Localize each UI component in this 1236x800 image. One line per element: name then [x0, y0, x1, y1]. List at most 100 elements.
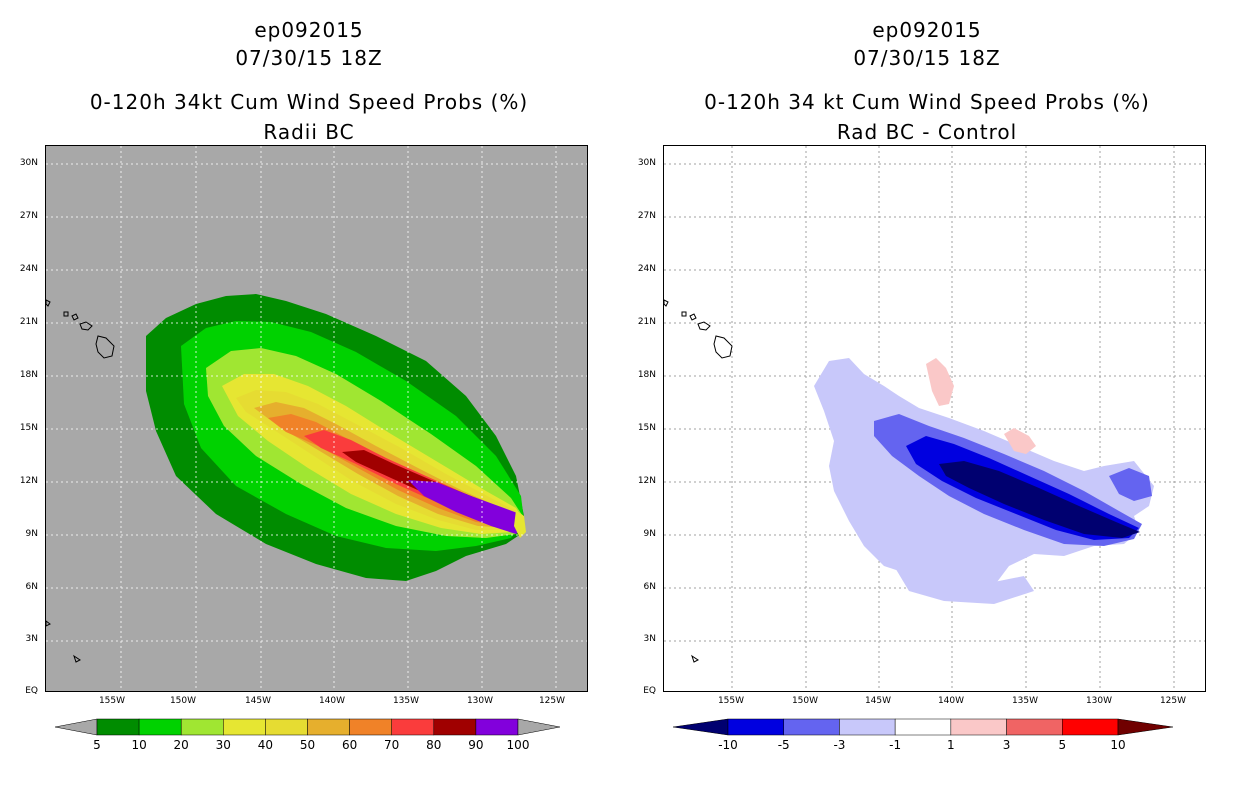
colorbar — [673, 718, 1173, 736]
lon-label: 125W — [538, 696, 566, 706]
lat-label: 18N — [637, 370, 656, 380]
lat-label: 30N — [637, 158, 656, 168]
lat-label: 3N — [643, 634, 656, 644]
colorbar-swatch — [894, 718, 952, 736]
right-panel: ep092015 07/30/15 18Z 0-120h 34 kt Cum W… — [618, 0, 1236, 800]
lat-label: 6N — [25, 582, 38, 592]
storm-id: ep092015 — [254, 18, 364, 42]
diff-contour-neg10 — [939, 461, 1140, 538]
lat-label: 3N — [25, 634, 38, 644]
hawaii-coastline — [46, 299, 115, 663]
colorbar-tick-label: 1 — [947, 738, 955, 752]
lon-label: 155W — [717, 696, 745, 706]
colorbar-tick-label: 80 — [426, 738, 442, 752]
lat-label: 12N — [19, 476, 38, 486]
lat-label: 15N — [637, 423, 656, 433]
colorbar-swatch — [96, 718, 140, 736]
prob-contour-90 — [408, 480, 524, 534]
lat-label: 9N — [643, 529, 656, 539]
map-grid — [46, 146, 587, 691]
lat-label: 6N — [643, 582, 656, 592]
colorbar-tick-label: 5 — [1058, 738, 1067, 752]
colorbar-tick-label: 70 — [384, 738, 400, 752]
lat-label: 30N — [19, 158, 38, 168]
prob-contour-100-edge — [514, 510, 526, 538]
colorbar — [55, 718, 560, 736]
colorbar-tick-label: 3 — [1002, 738, 1011, 752]
colorbar-swatch — [433, 718, 477, 736]
colorbar-swatch — [307, 718, 350, 736]
colorbar-swatch — [1062, 718, 1119, 736]
colorbar-swatch — [223, 718, 266, 736]
hawaii-coastline — [664, 299, 733, 663]
lat-label: 12N — [637, 476, 656, 486]
colorbar-swatch — [1006, 718, 1063, 736]
colorbar-tick-label: 20 — [173, 738, 189, 752]
colorbar-tick-label: 100 — [506, 738, 530, 752]
lat-label: 15N — [19, 423, 38, 433]
lon-label: 145W — [244, 696, 272, 706]
lon-label: 130W — [466, 696, 494, 706]
datetime: 07/30/15 18Z — [853, 46, 1001, 70]
lon-label: 150W — [791, 696, 819, 706]
colorbar-under-triangle — [673, 718, 729, 736]
colorbar-swatch — [349, 718, 392, 736]
probability-map — [45, 145, 588, 692]
colorbar-tick-label: 10 — [1110, 738, 1126, 752]
colorbar-tick-label: -1 — [889, 738, 902, 752]
lon-label: 145W — [864, 696, 892, 706]
colorbar-tick-label: -5 — [777, 738, 790, 752]
lat-label: EQ — [25, 686, 38, 696]
left-panel: ep092015 07/30/15 18Z 0-120h 34kt Cum Wi… — [19, 18, 588, 752]
colorbar-tick-label: 10 — [131, 738, 147, 752]
colorbar-tick-label: 30 — [215, 738, 231, 752]
colorbar-swatch — [475, 718, 519, 736]
storm-id: ep092015 — [872, 18, 982, 42]
lat-label: 27N — [637, 211, 656, 221]
colorbar-tick-label: 50 — [299, 738, 316, 752]
datetime: 07/30/15 18Z — [235, 46, 383, 70]
colorbar-tick-label: -10 — [718, 738, 738, 752]
colorbar-swatch — [839, 718, 896, 736]
colorbar-tick-label: 90 — [468, 738, 484, 752]
diff-contour-pos1-mid — [1004, 428, 1036, 454]
lon-label: 140W — [318, 696, 346, 706]
chart-title: 0-120h 34 kt Cum Wind Speed Probs (%) — [704, 90, 1150, 114]
colorbar-swatch — [265, 718, 308, 736]
lat-label: 24N — [637, 264, 656, 274]
diff-contour-pos1-north — [926, 358, 954, 406]
colorbar-swatch — [391, 718, 435, 736]
colorbar-swatch — [180, 718, 224, 736]
chart-title: 0-120h 34kt Cum Wind Speed Probs (%) — [89, 90, 529, 114]
lat-label: 27N — [19, 211, 38, 221]
diff-contour-neg1-south — [894, 566, 1034, 604]
colorbar-tick-label: 5 — [93, 738, 101, 752]
lon-label: 125W — [1159, 696, 1187, 706]
lon-label: 130W — [1085, 696, 1113, 706]
colorbar-swatch — [783, 718, 840, 736]
lon-label: 135W — [392, 696, 420, 706]
lat-label: 21N — [637, 317, 656, 327]
lon-label: 135W — [1011, 696, 1039, 706]
colorbar-tick-label: 40 — [257, 738, 274, 752]
chart-subtitle: Rad BC - Control — [836, 120, 1018, 144]
colorbar-over-triangle — [1117, 718, 1173, 736]
lat-label: 24N — [19, 264, 38, 274]
colorbar-tick-label: -3 — [833, 738, 846, 752]
chart-subtitle: Radii BC — [263, 120, 355, 144]
lat-label: EQ — [643, 686, 656, 696]
lat-label: 21N — [19, 317, 38, 327]
difference-map — [663, 145, 1206, 692]
lon-label: 150W — [169, 696, 197, 706]
colorbar-over-triangle — [517, 718, 560, 736]
colorbar-swatch — [727, 718, 784, 736]
colorbar-tick-label: 60 — [341, 738, 358, 752]
colorbar-swatch — [950, 718, 1007, 736]
lat-label: 9N — [25, 529, 38, 539]
lon-label: 140W — [937, 696, 965, 706]
lon-label: 155W — [98, 696, 126, 706]
colorbar-swatch — [138, 718, 182, 736]
diff-contour-neg3-east — [1109, 468, 1152, 501]
colorbar-under-triangle — [55, 718, 98, 736]
lat-label: 18N — [19, 370, 38, 380]
